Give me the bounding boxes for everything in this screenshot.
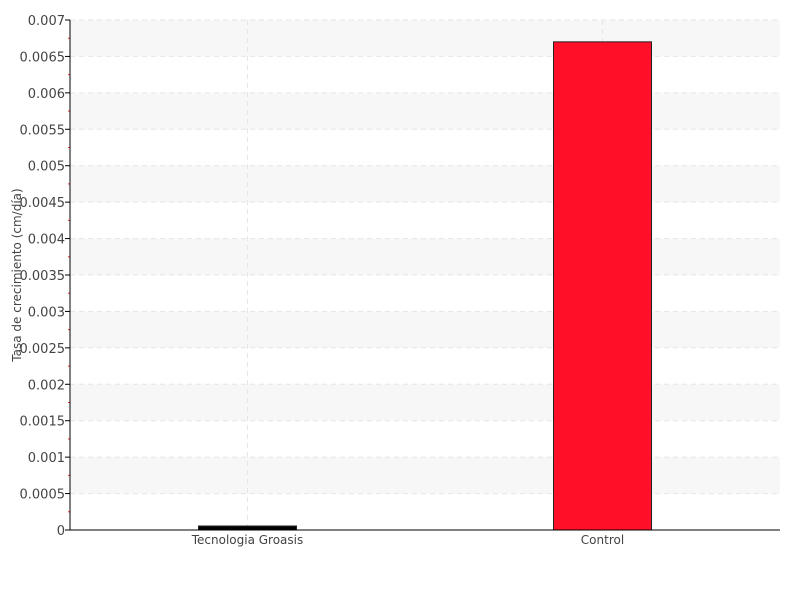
- y-tick-label: 0: [57, 524, 65, 539]
- y-tick-label: 0.003: [28, 305, 65, 320]
- x-tick-label: Control: [581, 533, 624, 547]
- y-axis-label: Tasa de crecimiento (cm/día): [10, 188, 24, 362]
- grid-band: [70, 311, 780, 348]
- bar: [553, 41, 652, 531]
- y-tick-label: 0.006: [28, 87, 65, 102]
- bar: [198, 525, 297, 531]
- y-tick-label: 0.0005: [20, 488, 66, 503]
- y-tick-label: 0.0025: [20, 342, 66, 357]
- y-tick-label: 0.0055: [20, 123, 66, 138]
- y-tick-label: 0.0045: [20, 196, 66, 211]
- y-tick-label: 0.001: [28, 451, 65, 466]
- grid-band: [70, 92, 780, 130]
- x-tick-label: Tecnologia Groasis: [191, 533, 304, 547]
- y-tick-label: 0.0065: [20, 50, 66, 65]
- y-tick-label: 0.007: [28, 14, 65, 29]
- y-tick-label: 0.002: [28, 378, 65, 393]
- grid-band: [70, 457, 780, 494]
- grid-band: [70, 238, 780, 275]
- grid-band: [70, 165, 780, 203]
- y-tick-label: 0.004: [28, 233, 65, 248]
- y-tick-label: 0.005: [28, 160, 65, 175]
- grid-band: [70, 384, 780, 421]
- y-tick-label: 0.0015: [20, 415, 66, 430]
- y-tick-label: 0.0035: [20, 269, 66, 284]
- grid-band: [70, 20, 780, 57]
